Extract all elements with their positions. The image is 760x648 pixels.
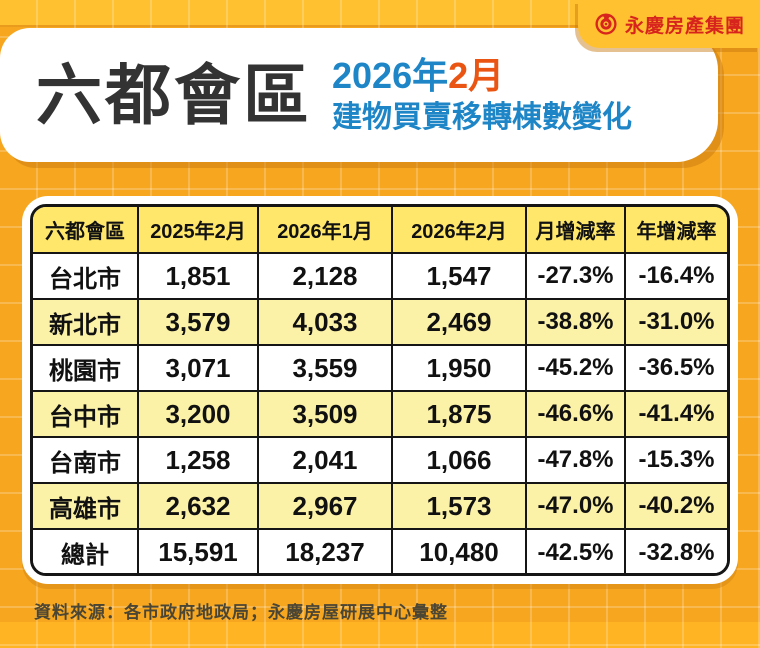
subtitle-month: 2月	[448, 55, 505, 97]
cell-yoy: -16.4%	[624, 252, 727, 300]
table-row-taichung: 台中市 3,200 3,509 1,875 -46.6% -41.4%	[33, 390, 727, 438]
table-row-taipei: 台北市 1,851 2,128 1,547 -27.3% -16.4%	[33, 252, 727, 300]
subtitle-period: 2026年2月	[332, 54, 632, 97]
cell-value: 3,579	[137, 298, 259, 346]
table-frame: 六都會區 2025年2月 2026年1月 2026年2月 月增減率 年增減率 台…	[30, 204, 730, 576]
brand-spiral-icon	[593, 11, 619, 37]
cell-value: 3,071	[137, 344, 259, 392]
col-header-region: 六都會區	[33, 207, 139, 254]
table-row-taoyuan: 桃園市 3,071 3,559 1,950 -45.2% -36.5%	[33, 344, 727, 392]
cell-mom: -45.2%	[525, 344, 626, 392]
source-note: 資料來源：各市政府地政局；永慶房屋研展中心彙整	[34, 603, 448, 622]
col-header-2025-02: 2025年2月	[137, 207, 259, 254]
cell-mom: -47.8%	[525, 436, 626, 484]
cell-value: 3,509	[257, 390, 393, 438]
cell-city: 桃園市	[33, 344, 139, 392]
cell-yoy: -32.8%	[624, 528, 727, 573]
cell-value: 2,128	[257, 252, 393, 300]
table-row-newtaipei: 新北市 3,579 4,033 2,469 -38.8% -31.0%	[33, 298, 727, 346]
subtitle-year: 2026年	[332, 55, 449, 97]
cell-value: 1,851	[137, 252, 259, 300]
cell-mom: -27.3%	[525, 252, 626, 300]
cell-city: 台中市	[33, 390, 139, 438]
cell-value: 2,469	[391, 298, 527, 346]
cell-value: 1,066	[391, 436, 527, 484]
col-header-2026-01: 2026年1月	[257, 207, 393, 254]
col-header-yoy: 年增減率	[624, 207, 727, 254]
cell-value: 1,950	[391, 344, 527, 392]
cell-value: 4,033	[257, 298, 393, 346]
cell-mom: -47.0%	[525, 482, 626, 530]
cell-city: 新北市	[33, 298, 139, 346]
cell-value: 3,559	[257, 344, 393, 392]
cell-yoy: -15.3%	[624, 436, 727, 484]
table-header-row: 六都會區 2025年2月 2026年1月 2026年2月 月增減率 年增減率	[33, 207, 727, 254]
cell-city: 台北市	[33, 252, 139, 300]
cell-value: 10,480	[391, 528, 527, 573]
cell-value: 1,258	[137, 436, 259, 484]
cell-yoy: -41.4%	[624, 390, 727, 438]
brand-badge: 永慶房產集團	[578, 0, 760, 48]
cell-value: 2,967	[257, 482, 393, 530]
data-table-card: 六都會區 2025年2月 2026年1月 2026年2月 月增減率 年增減率 台…	[22, 196, 738, 584]
page-title: 六都會區	[36, 58, 312, 132]
transactions-table: 六都會區 2025年2月 2026年1月 2026年2月 月增減率 年增減率 台…	[33, 207, 727, 573]
cell-value: 1,875	[391, 390, 527, 438]
cell-mom: -38.8%	[525, 298, 626, 346]
table-row-tainan: 台南市 1,258 2,041 1,066 -47.8% -15.3%	[33, 436, 727, 484]
cell-yoy: -40.2%	[624, 482, 727, 530]
cell-value: 2,632	[137, 482, 259, 530]
col-header-2026-02: 2026年2月	[391, 207, 527, 254]
cell-city: 總計	[33, 528, 139, 573]
cell-value: 1,573	[391, 482, 527, 530]
cell-value: 1,547	[391, 252, 527, 300]
cell-value: 3,200	[137, 390, 259, 438]
table-row-kaohsiung: 高雄市 2,632 2,967 1,573 -47.0% -40.2%	[33, 482, 727, 530]
cell-city: 高雄市	[33, 482, 139, 530]
table-row-total: 總計 15,591 18,237 10,480 -42.5% -32.8%	[33, 528, 727, 573]
subtitle-metric: 建物買賣移轉棟數變化	[332, 100, 632, 134]
col-header-mom: 月增減率	[525, 207, 626, 254]
cell-value: 2,041	[257, 436, 393, 484]
header-subtitle: 2026年2月 建物買賣移轉棟數變化	[332, 54, 632, 135]
header-banner: 六都會區 2026年2月 建物買賣移轉棟數變化	[0, 28, 718, 162]
cell-value: 18,237	[257, 528, 393, 573]
cell-mom: -42.5%	[525, 528, 626, 573]
cell-value: 15,591	[137, 528, 259, 573]
cell-mom: -46.6%	[525, 390, 626, 438]
cell-city: 台南市	[33, 436, 139, 484]
brand-logo-text: 永慶房產集團	[624, 15, 745, 37]
cell-yoy: -36.5%	[624, 344, 727, 392]
bottom-frame-strip	[0, 622, 760, 648]
cell-yoy: -31.0%	[624, 298, 727, 346]
